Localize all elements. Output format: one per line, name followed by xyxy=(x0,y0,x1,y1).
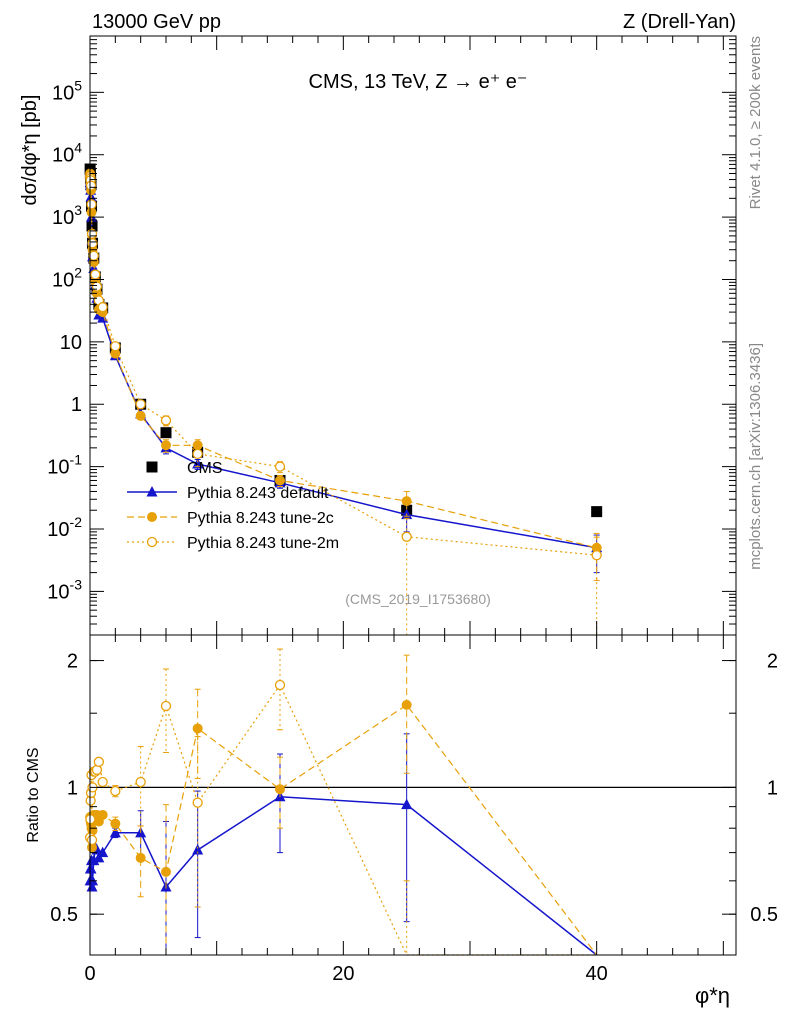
main-point xyxy=(135,399,146,410)
main-point xyxy=(401,531,412,542)
ratio-point xyxy=(192,844,204,855)
main-ytick-label: 10-2 xyxy=(47,514,82,541)
main-point xyxy=(87,238,98,249)
ratio-ytick-label-left: 2 xyxy=(67,651,78,673)
ratio-xtick-label: 40 xyxy=(586,963,608,985)
ratio-point xyxy=(86,834,98,846)
ratio-ytick-label-right: 2 xyxy=(767,651,778,673)
mcplots-label: mcplots.cern.ch [arXiv:1306.3436] xyxy=(747,343,764,570)
main-series-3 xyxy=(84,171,602,636)
main-point xyxy=(161,440,171,451)
main-point xyxy=(86,199,97,210)
ratio-point xyxy=(109,826,121,838)
main-point xyxy=(97,302,108,313)
ratio-xtick-label: 20 xyxy=(332,963,354,985)
legend-label: Pythia 8.243 default xyxy=(187,485,329,502)
legend-label: Pythia 8.243 tune-2c xyxy=(187,510,334,527)
main-point xyxy=(591,506,603,518)
main-ylabel: dσ/dφ*η [pb] xyxy=(19,95,41,206)
rivet-label: Rivet 4.1.0, ≥ 200k events xyxy=(747,36,764,209)
main-series-0 xyxy=(84,163,603,518)
legend-marker xyxy=(146,461,158,473)
ratio-point xyxy=(93,851,105,863)
ratio-point xyxy=(135,852,146,863)
ratio-point xyxy=(192,797,203,808)
legend-label: Pythia 8.243 tune-2m xyxy=(187,535,339,552)
main-title: CMS, 13 TeV, Z → e⁺ e⁻ xyxy=(309,71,528,93)
ratio-point xyxy=(85,863,97,874)
main-point xyxy=(88,250,99,261)
main-series-2 xyxy=(85,168,602,581)
ratio-point xyxy=(401,699,412,710)
main-point xyxy=(160,427,172,439)
ratio-point xyxy=(110,818,121,829)
header-left: 13000 GeV pp xyxy=(92,11,221,33)
main-point xyxy=(110,341,121,352)
ratio-point xyxy=(161,866,171,877)
main-ytick-label: 1 xyxy=(71,394,82,416)
main-point xyxy=(401,496,412,507)
main-point xyxy=(90,269,101,280)
ratio-ytick-label-left: 0.5 xyxy=(50,904,78,926)
main-point xyxy=(591,550,602,561)
ratio-point xyxy=(192,723,203,734)
main-point xyxy=(274,461,286,472)
ratio-series-2 xyxy=(84,648,597,956)
main-point xyxy=(160,415,172,426)
x-axis-label: φ*η xyxy=(695,983,730,1008)
ratio-point xyxy=(274,679,286,691)
legend-label: CMS xyxy=(187,460,223,477)
ratio-ytick-label-right: 1 xyxy=(767,777,778,799)
legend-marker xyxy=(147,512,157,522)
main-series-1-line xyxy=(89,182,597,549)
ratio-ytick-label-left: 1 xyxy=(67,777,78,799)
legend: CMS Pythia 8.243 default Pythia 8.243 tune… xyxy=(127,460,339,552)
ratio-point xyxy=(97,846,109,858)
main-panel: 10-3 10-2 10-1 1 10 102 103 104 105 CMS, 13 TeV,… xyxy=(19,35,737,636)
main-point xyxy=(110,348,121,359)
ratio-point xyxy=(88,854,100,866)
ratio-frame xyxy=(89,634,737,956)
main-ytick-label: 103 xyxy=(52,202,82,229)
ratio-point xyxy=(93,756,105,767)
ratio-point xyxy=(401,798,413,810)
main-ytick-label: 102 xyxy=(52,264,82,291)
main-point xyxy=(85,180,97,191)
ratio-point xyxy=(160,700,172,712)
main-point xyxy=(192,458,204,469)
main-point xyxy=(135,410,146,421)
ratio-point xyxy=(86,881,98,892)
main-series-1 xyxy=(84,176,603,574)
analysis-annotation: (CMS_2019_I1753680) xyxy=(345,591,491,607)
legend-marker xyxy=(146,486,158,497)
legend-marker xyxy=(146,536,158,548)
main-point xyxy=(275,475,285,486)
ratio-point xyxy=(97,809,108,820)
main-ytick-label: 10-1 xyxy=(47,452,82,479)
main-point xyxy=(192,448,203,460)
ratio-ytick-label-right: 0.5 xyxy=(750,904,778,926)
main-ytick-label: 10 xyxy=(60,332,82,354)
ratio-xtick-label: 0 xyxy=(84,963,95,985)
header-right: Z (Drell-Yan) xyxy=(623,11,736,33)
ratio-point xyxy=(275,784,285,795)
main-ytick-label: 105 xyxy=(52,77,82,104)
ratio-ylabel: Ratio to CMS xyxy=(25,747,42,842)
main-ytick-label: 104 xyxy=(52,140,82,167)
ratio-point xyxy=(110,785,121,797)
ratio-point xyxy=(97,776,108,788)
ratio-point xyxy=(135,776,146,788)
ratio-series-1 xyxy=(85,654,598,956)
ratio-series-0 xyxy=(84,733,598,956)
main-point xyxy=(91,281,103,292)
main-ytick-label: 10-3 xyxy=(47,576,82,603)
ratio-panel: 0.5 0.51 12 20 20 40 Ratio to CMS φ*η xyxy=(25,634,778,1008)
